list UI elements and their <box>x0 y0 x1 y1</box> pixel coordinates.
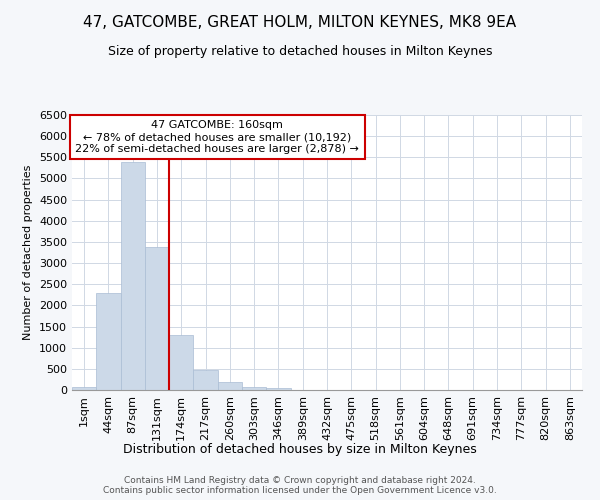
Bar <box>169 335 193 390</box>
Text: Contains HM Land Registry data © Crown copyright and database right 2024.
Contai: Contains HM Land Registry data © Crown c… <box>103 476 497 495</box>
Text: 47 GATCOMBE: 160sqm
← 78% of detached houses are smaller (10,192)
22% of semi-de: 47 GATCOMBE: 160sqm ← 78% of detached ho… <box>76 120 359 154</box>
Bar <box>242 386 266 390</box>
Bar <box>96 292 121 390</box>
Text: 47, GATCOMBE, GREAT HOLM, MILTON KEYNES, MK8 9EA: 47, GATCOMBE, GREAT HOLM, MILTON KEYNES,… <box>83 15 517 30</box>
Bar <box>266 388 290 390</box>
Bar <box>218 382 242 390</box>
Bar <box>121 162 145 390</box>
Bar <box>193 370 218 390</box>
Text: Size of property relative to detached houses in Milton Keynes: Size of property relative to detached ho… <box>108 45 492 58</box>
Y-axis label: Number of detached properties: Number of detached properties <box>23 165 34 340</box>
Bar <box>145 247 169 390</box>
Text: Distribution of detached houses by size in Milton Keynes: Distribution of detached houses by size … <box>123 442 477 456</box>
Bar <box>72 387 96 390</box>
